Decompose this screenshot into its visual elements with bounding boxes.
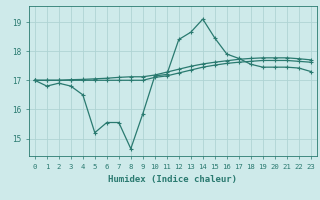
- X-axis label: Humidex (Indice chaleur): Humidex (Indice chaleur): [108, 175, 237, 184]
